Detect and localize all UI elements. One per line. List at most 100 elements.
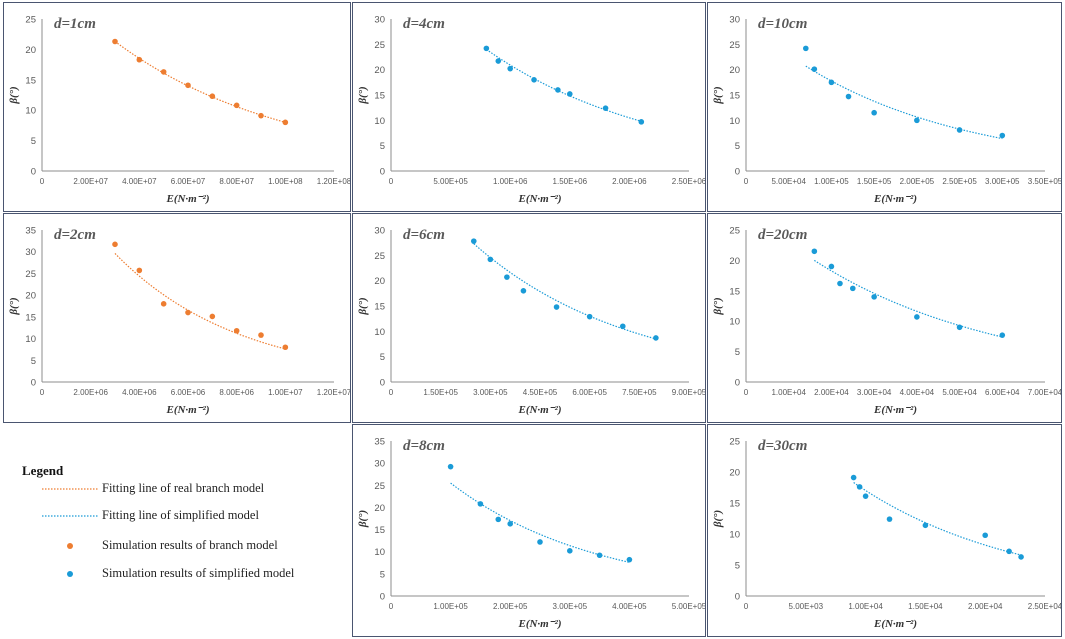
y-tick-label: 20 xyxy=(729,256,740,267)
x-tick-label: 0 xyxy=(744,177,749,186)
y-tick-label: 0 xyxy=(380,378,385,389)
x-tick-label: 1.00E+08 xyxy=(268,177,303,186)
data-point xyxy=(567,91,573,97)
x-axis-title: E(N·m⁻²) xyxy=(165,193,209,205)
x-tick-label: 2.00E+05 xyxy=(900,177,935,186)
y-tick-label: 10 xyxy=(25,334,36,345)
data-point xyxy=(602,105,609,111)
data-point xyxy=(136,267,143,274)
data-point xyxy=(477,501,484,507)
data-point xyxy=(520,288,527,294)
x-tick-label: 6.00E+05 xyxy=(572,388,607,397)
y-tick-label: 15 xyxy=(25,312,36,323)
y-tick-label: 5 xyxy=(380,569,385,580)
x-tick-label: 8.00E+07 xyxy=(219,177,254,186)
y-tick-label: 10 xyxy=(374,547,385,558)
x-tick-label: 2.00E+04 xyxy=(968,602,1003,611)
y-tick-label: 20 xyxy=(25,45,36,56)
x-tick-label: 1.20E+08 xyxy=(317,177,350,186)
y-tick-label: 15 xyxy=(374,302,385,313)
x-tick-label: 4.00E+07 xyxy=(122,177,157,186)
data-point xyxy=(999,132,1006,139)
chart-title: d=4cm xyxy=(403,16,445,32)
y-axis-title: β(°) xyxy=(712,297,724,315)
x-tick-label: 3.00E+05 xyxy=(985,177,1020,186)
chart-d4: 0 5 10 15 20 25 30 0 5.00E+05 1.00E+06 1.50E+06 2.0… xyxy=(357,15,705,206)
data-point xyxy=(209,93,216,100)
chart-panel-d30: 0 5 10 15 20 25 0 5.00E+03 1.00E+04 1.50E+04 2.00E… xyxy=(707,424,1062,637)
y-tick-label: 10 xyxy=(729,317,740,328)
x-axis-title: E(N·m⁻²) xyxy=(517,404,561,416)
data-point xyxy=(886,516,893,522)
legend-marker-branch xyxy=(67,543,73,549)
y-axis-title: β(°) xyxy=(357,510,369,528)
x-tick-label: 2.00E+06 xyxy=(612,177,647,186)
x-tick-label: 1.50E+05 xyxy=(857,177,892,186)
y-tick-label: 5 xyxy=(31,136,36,147)
x-tick-label: 1.50E+05 xyxy=(423,388,458,397)
y-tick-label: 5 xyxy=(735,561,740,572)
legend: Legend Fitting line of real branch model… xyxy=(0,455,340,605)
data-point xyxy=(837,280,843,287)
data-point xyxy=(160,301,167,307)
x-tick-label: 3.50E+05 xyxy=(1028,177,1061,186)
fit-line xyxy=(114,41,286,123)
x-tick-label: 1.50E+06 xyxy=(553,177,588,186)
x-tick-label: 6.00E+04 xyxy=(985,388,1020,397)
data-point xyxy=(537,539,543,545)
data-point xyxy=(1006,548,1012,555)
y-tick-label: 15 xyxy=(374,525,385,536)
data-point xyxy=(828,263,835,270)
x-tick-label: 1.00E+05 xyxy=(814,177,849,186)
data-point xyxy=(160,69,167,75)
data-point xyxy=(922,522,929,529)
y-tick-label: 25 xyxy=(25,269,36,280)
x-axis-title: E(N·m⁻²) xyxy=(165,404,209,416)
data-point xyxy=(845,93,852,100)
x-tick-label: 4.50E+05 xyxy=(523,388,558,397)
x-tick-label: 0 xyxy=(40,177,45,186)
x-tick-label: 5.00E+05 xyxy=(672,602,705,611)
data-point xyxy=(828,79,835,86)
y-tick-label: 25 xyxy=(729,40,740,51)
y-tick-label: 10 xyxy=(374,327,385,338)
data-point xyxy=(653,335,659,341)
chart-d8: 0 5 10 15 20 25 30 35 0 1.00E+05 2.00E+05 3.00E+05 4… xyxy=(357,437,705,631)
y-tick-label: 20 xyxy=(374,276,385,287)
data-point xyxy=(956,324,963,331)
y-tick-label: 5 xyxy=(735,347,740,358)
chart-title: d=20cm xyxy=(758,227,807,243)
y-tick-label: 0 xyxy=(735,378,740,389)
chart-panel-d20: 0 5 10 15 20 25 0 1.00E+04 2.00E+04 3.00E+04 4.00E… xyxy=(707,213,1062,423)
x-tick-label: 9.00E+05 xyxy=(672,388,705,397)
legend-item-simplified-fit: Fitting line of simplified model xyxy=(0,506,340,526)
chart-panel-d4: 0 5 10 15 20 25 30 0 5.00E+05 1.00E+06 1.50E+06 2.0… xyxy=(352,2,706,212)
legend-marker-simplified xyxy=(67,571,73,577)
y-tick-label: 30 xyxy=(374,459,385,470)
y-tick-label: 25 xyxy=(729,226,740,237)
data-point xyxy=(1018,554,1024,560)
chart-panel-d1: 0 5 10 15 20 25 0 2.00E+07 4.00E+07 6.00E+07 8.00E… xyxy=(3,2,351,212)
y-tick-label: 15 xyxy=(729,499,740,510)
x-tick-label: 1.00E+07 xyxy=(268,388,303,397)
chart-d30: 0 5 10 15 20 25 0 5.00E+03 1.00E+04 1.50E+04 2.00E… xyxy=(712,437,1061,631)
x-tick-label: 5.00E+04 xyxy=(771,177,806,186)
x-tick-label: 1.00E+05 xyxy=(433,602,468,611)
y-tick-label: 25 xyxy=(374,40,385,51)
data-point xyxy=(567,548,573,554)
x-tick-label: 5.00E+05 xyxy=(433,177,468,186)
data-point xyxy=(803,45,809,52)
x-tick-label: 2.50E+05 xyxy=(942,177,977,186)
x-tick-label: 6.00E+06 xyxy=(171,388,206,397)
y-axis-title: β(°) xyxy=(357,86,369,104)
data-point xyxy=(233,327,240,334)
x-axis-title: E(N·m⁻²) xyxy=(517,618,561,630)
data-point xyxy=(956,127,963,133)
legend-label: Simulation results of branch model xyxy=(102,538,278,552)
legend-title: Legend xyxy=(22,463,64,478)
legend-item-simplified-results: Simulation results of simplified model xyxy=(0,564,340,584)
fit-line xyxy=(114,253,286,350)
y-tick-label: 10 xyxy=(25,106,36,117)
chart-d10: 0 5 10 15 20 25 30 0 5.00E+04 1.00E+05 1.50E+05 2.0… xyxy=(712,15,1061,206)
data-point xyxy=(507,521,513,527)
